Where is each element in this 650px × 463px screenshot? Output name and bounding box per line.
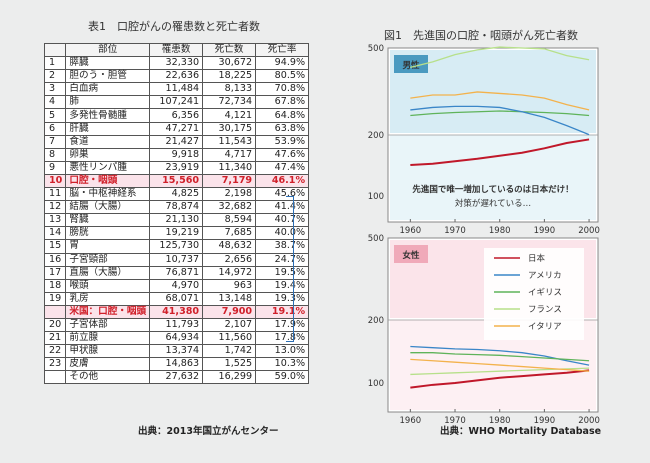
y-tick-label: 100 <box>368 192 384 202</box>
legend-label: アメリカ <box>528 271 562 281</box>
row-rate: 59.0% <box>255 370 310 385</box>
series-line-日本 <box>410 138 590 167</box>
table-row: その他 27,632 16,299 59.0% <box>43 370 310 385</box>
table-row: 8 卵巣 9,918 4,717 47.6% <box>43 147 310 162</box>
panel-label: 女性 <box>402 250 420 261</box>
y-tick-label: 500 <box>368 234 384 244</box>
table-row: 9 悪性リンパ腫 23,919 11,340 47.4% <box>43 160 310 175</box>
table-source: 出典：2013年国立がんセンター <box>138 426 279 437</box>
legend-box <box>484 248 584 340</box>
row-incidence: 27,632 <box>149 370 204 385</box>
panel-label: 男性 <box>402 60 420 71</box>
x-tick-label: 1990 <box>534 416 556 426</box>
table-row: 21 前立腺 64,934 11,560 17.8% <box>43 331 310 346</box>
legend-label: イタリア <box>528 322 562 332</box>
row-number <box>43 304 67 319</box>
figure-title: 図1 先進国の口腔・咽頭がん死亡者数 <box>384 29 578 42</box>
col-header-incidence: 罹患数 <box>149 42 204 58</box>
x-tick-label: 1960 <box>400 416 422 426</box>
table-row: 14 膀胱 19,219 7,685 40.0% <box>43 226 310 241</box>
y-tick-label: 100 <box>368 379 384 389</box>
table-row: 17 直腸（大腸） 76,871 14,972 19.5% <box>43 265 310 280</box>
series-line-イギリス <box>410 110 590 117</box>
table-row: 11 脳・中枢神経系 4,825 2,198 45.6% <box>43 187 310 202</box>
series-line-日本 <box>410 369 590 389</box>
x-tick-label: 2000 <box>578 416 600 426</box>
annotation-main: 先進国で唯一増加しているのは日本だけ！ <box>412 184 573 195</box>
panel-background-lower <box>390 135 596 220</box>
table-row: 19 乳房 68,071 13,148 19.3% <box>43 291 310 306</box>
table-row: 10 口腔・咽頭 15,560 7,179 46.1% <box>43 173 310 189</box>
table-title: 表1 口腔がんの罹患数と死亡者数 <box>88 20 260 33</box>
table-row: 米国：口腔・咽頭 41,380 7,900 19.1% <box>43 304 310 319</box>
x-tick-label: 1990 <box>534 226 556 236</box>
table-row: 12 結腸（大腸） 78,874 32,682 41.4% <box>43 200 310 215</box>
row-number: 9 <box>43 160 67 175</box>
row-number: 10 <box>43 173 67 189</box>
table-row: 1 膵臓 32,330 30,672 94.9% <box>43 56 310 71</box>
row-rate: 19.1% <box>255 304 310 319</box>
panel-label-box <box>394 245 428 263</box>
col-header-rate: 死亡率 <box>255 42 310 58</box>
series-line-アメリカ <box>410 105 590 136</box>
table-row: 18 喉頭 4,970 963 19.4% <box>43 278 310 293</box>
row-number <box>43 370 67 385</box>
x-tick-label: 1980 <box>489 226 511 236</box>
x-tick-label: 1970 <box>444 226 466 236</box>
row-incidence: 15,560 <box>149 173 204 189</box>
legend-label: 日本 <box>528 253 546 264</box>
y-tick-label: 200 <box>368 316 384 326</box>
comparison-arrow <box>286 196 294 342</box>
panel-label-box <box>394 55 428 73</box>
x-tick-label: 1960 <box>400 226 422 236</box>
table-row: 15 胃 125,730 48,632 38.7% <box>43 239 310 254</box>
x-tick-label: 2000 <box>578 226 600 236</box>
legend-label: イギリス <box>528 288 562 298</box>
y-tick-label: 500 <box>368 44 384 54</box>
table-row: 5 多発性骨髄腫 6,356 4,121 64.8% <box>43 108 310 123</box>
col-header-no <box>43 42 67 58</box>
series-line-イギリス <box>410 352 590 362</box>
table-row: 23 皮膚 14,863 1,525 10.3% <box>43 357 310 372</box>
series-line-イタリア <box>410 91 590 111</box>
table-row: 16 子宮頸部 10,737 2,656 24.7% <box>43 252 310 267</box>
row-incidence: 41,380 <box>149 304 204 319</box>
x-tick-label: 1970 <box>444 416 466 426</box>
table-row: 20 子宮体部 11,793 2,107 17.9% <box>43 317 310 333</box>
table-row: 13 腎臓 21,130 8,594 40.7% <box>43 213 310 228</box>
table-row: 22 甲状腺 13,374 1,742 13.0% <box>43 344 310 359</box>
cancer-table: 部位 罹患数 死亡数 死亡率 1 膵臓 32,330 30,672 94.9% 2 胆のう・… <box>43 42 310 385</box>
row-number: 17 <box>43 265 67 280</box>
table-body: 1 膵臓 32,330 30,672 94.9% 2 胆のう・胆管 22,636 18,225 8… <box>43 56 310 385</box>
series-line-フランス <box>410 46 590 69</box>
x-tick-label: 1980 <box>489 416 511 426</box>
row-deaths: 7,900 <box>202 304 257 319</box>
legend-label: フランス <box>528 305 562 315</box>
annotation-sub: 対策が遅れている… <box>455 198 531 209</box>
y-tick-label: 200 <box>368 131 384 141</box>
col-header-site: 部位 <box>65 42 151 58</box>
series-line-イタリア <box>410 358 590 372</box>
figure-source: 出典：WHO Mortality Database <box>440 426 602 437</box>
col-header-deaths: 死亡数 <box>202 42 257 58</box>
